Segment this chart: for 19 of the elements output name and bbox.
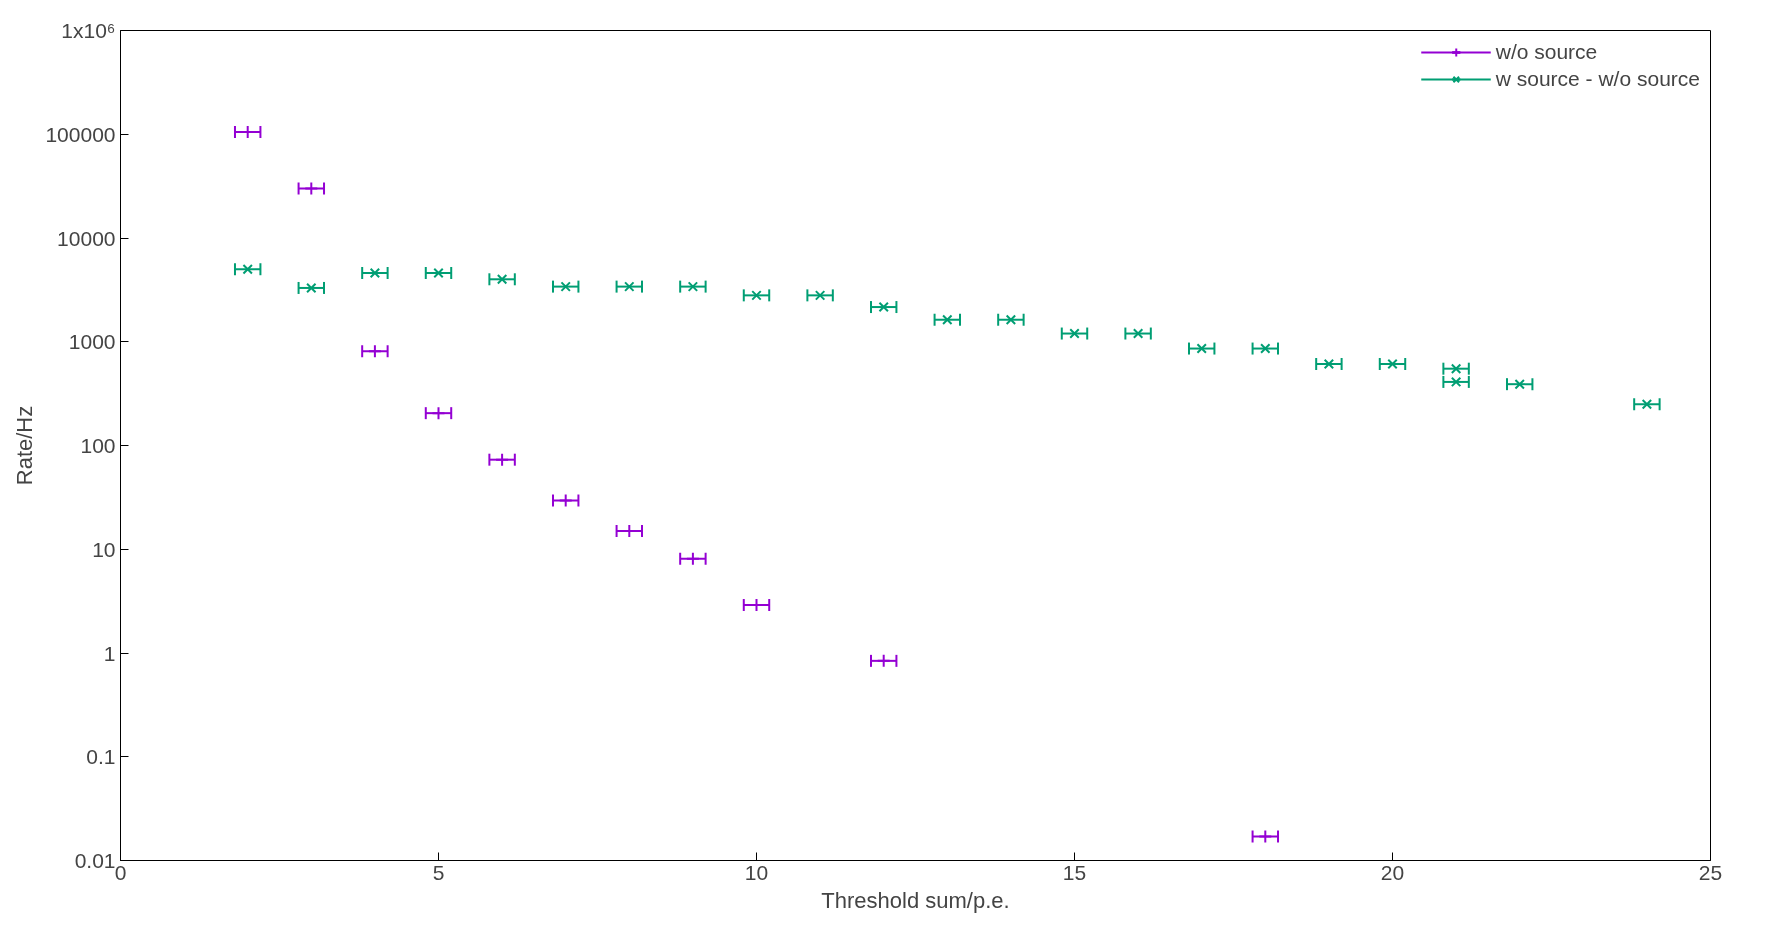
x-tick-label: 15: [1062, 860, 1087, 884]
x-tick-label: 25: [1698, 860, 1723, 884]
legend-label: w/o source: [1495, 40, 1598, 64]
x-tick-label: 5: [432, 860, 445, 884]
y-tick-label: 100000: [45, 122, 116, 146]
y-tick-label: 0.1: [86, 745, 116, 769]
x-tick-label: 10: [744, 860, 769, 884]
y-tick-label: 10: [92, 537, 116, 561]
x-tick-label: 20: [1380, 860, 1405, 884]
y-tick-label: 0.01: [74, 849, 116, 872]
y-tick-label: 1x10⁶: [61, 19, 116, 42]
y-axis-title: Rate/Hz: [12, 405, 38, 486]
y-tick-label: 100: [80, 434, 116, 457]
y-tick-label: 10000: [57, 226, 116, 250]
x-axis-title: Threshold sum/p.e.: [821, 887, 1010, 913]
x-tick-label: 0: [114, 860, 127, 884]
legend-label: w source - w/o source: [1495, 67, 1700, 91]
y-tick-label: 1000: [68, 330, 116, 354]
y-tick-label: 1: [103, 641, 116, 665]
